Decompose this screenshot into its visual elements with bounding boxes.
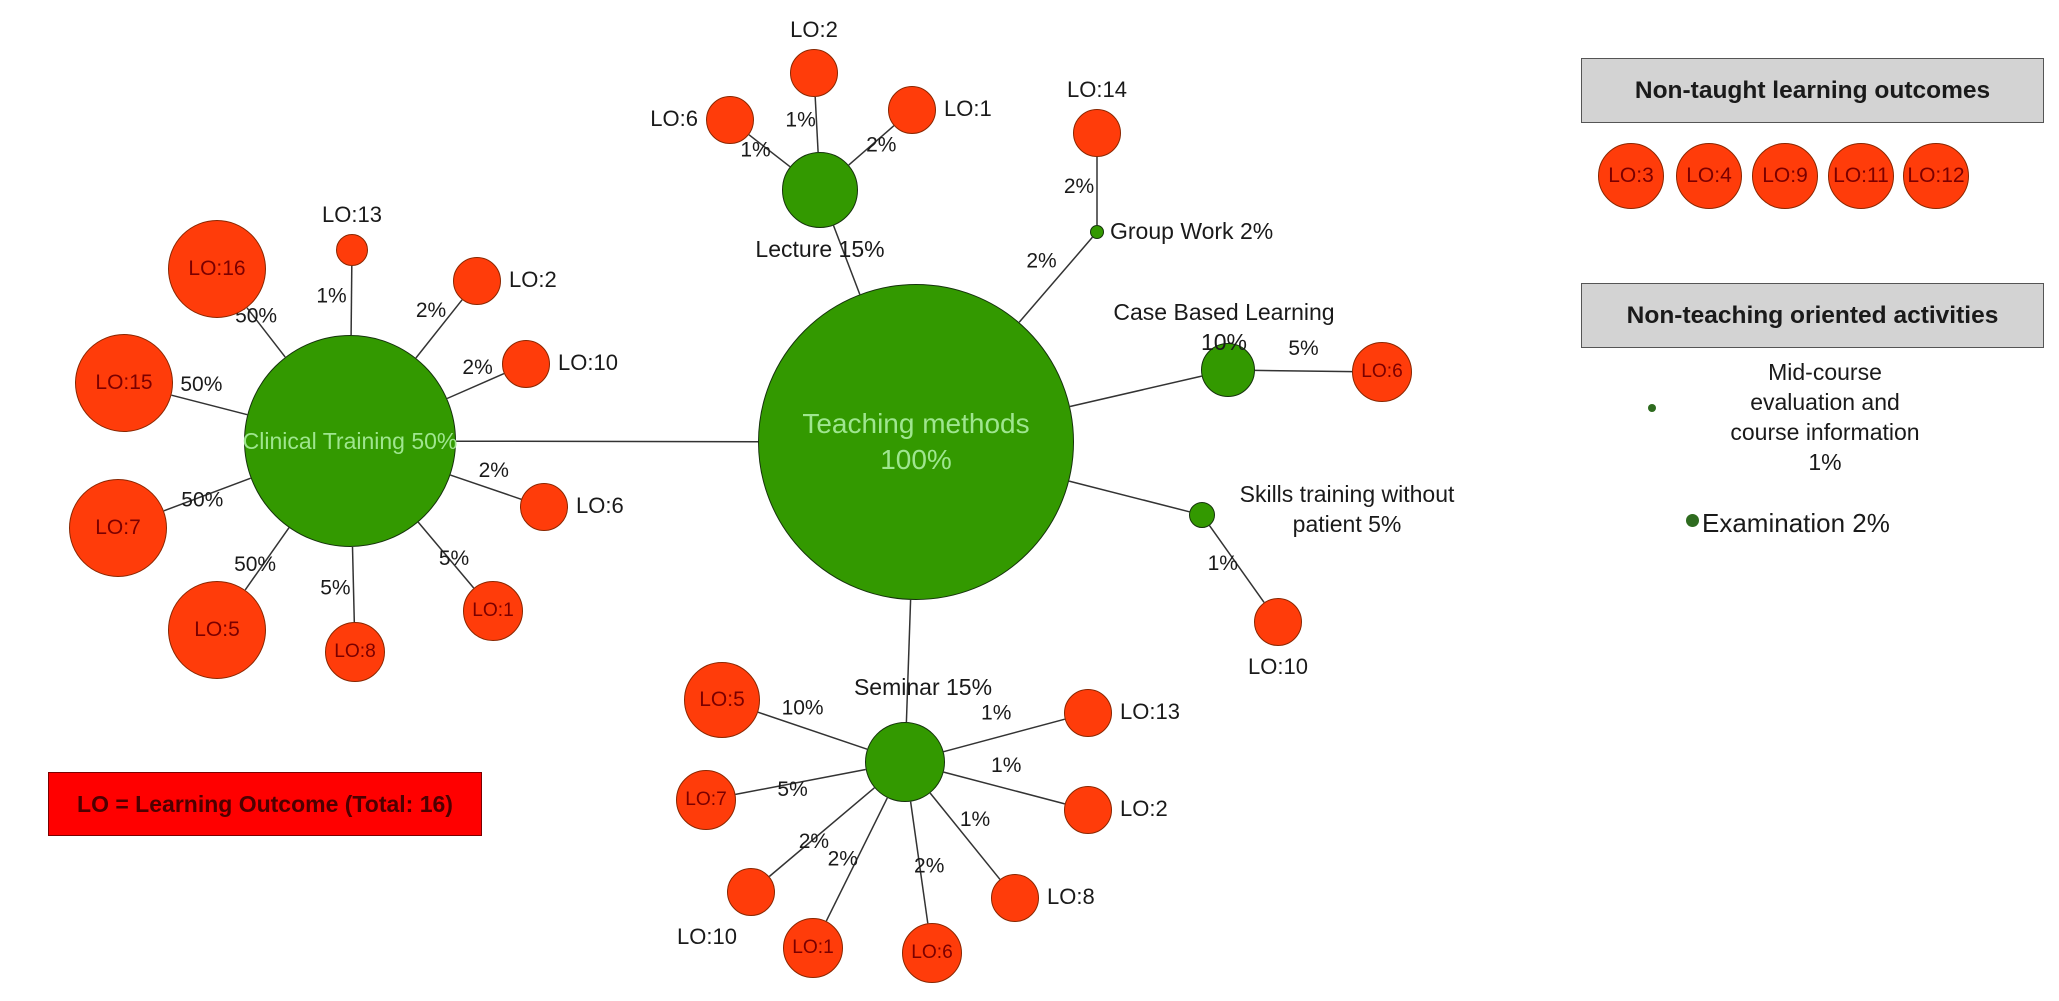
svg-text:1%: 1% (991, 754, 1021, 777)
svg-text:2%: 2% (799, 830, 829, 853)
svg-text:50%: 50% (234, 553, 276, 576)
svg-text:2%: 2% (416, 299, 446, 322)
svg-text:5%: 5% (439, 547, 469, 570)
svg-text:10%: 10% (782, 697, 824, 720)
svg-text:50%: 50% (181, 489, 223, 512)
svg-text:1%: 1% (316, 285, 346, 308)
svg-text:50%: 50% (180, 373, 222, 396)
svg-text:1%: 1% (785, 109, 815, 132)
svg-text:1%: 1% (740, 139, 770, 162)
svg-text:2%: 2% (1064, 175, 1094, 198)
svg-text:2%: 2% (866, 133, 896, 156)
svg-text:2%: 2% (828, 848, 858, 871)
svg-text:5%: 5% (320, 577, 350, 600)
svg-text:1%: 1% (960, 808, 990, 831)
svg-text:2%: 2% (479, 459, 509, 482)
svg-text:5%: 5% (777, 778, 807, 801)
svg-text:1%: 1% (1208, 552, 1238, 575)
svg-text:2%: 2% (914, 855, 944, 878)
svg-text:2%: 2% (462, 356, 492, 379)
svg-text:1%: 1% (981, 701, 1011, 724)
svg-text:2%: 2% (1026, 250, 1056, 273)
